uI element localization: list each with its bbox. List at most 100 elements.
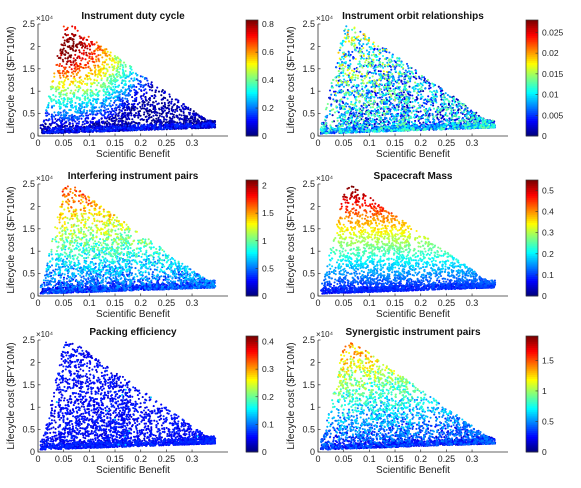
data-point: [58, 57, 60, 59]
data-point: [133, 115, 135, 117]
data-point: [102, 72, 104, 74]
data-point: [151, 89, 153, 91]
data-point: [86, 110, 88, 112]
data-point: [40, 124, 42, 126]
data-point: [62, 130, 64, 132]
data-point: [135, 122, 137, 124]
data-point: [81, 83, 83, 85]
data-point: [62, 36, 64, 38]
data-point: [123, 114, 125, 116]
data-point: [405, 70, 407, 72]
data-point: [332, 98, 334, 100]
data-point: [84, 120, 86, 122]
data-point: [172, 110, 174, 112]
data-point: [71, 114, 73, 116]
data-point: [115, 109, 117, 111]
data-point: [52, 131, 54, 133]
data-point: [151, 104, 153, 106]
data-point: [85, 112, 87, 114]
data-point: [83, 50, 85, 52]
data-point: [114, 92, 116, 94]
data-point: [87, 78, 89, 80]
data-point: [74, 102, 76, 104]
y-tick-label: 2: [30, 41, 35, 51]
data-point: [147, 85, 149, 87]
data-point: [115, 104, 117, 106]
data-point: [168, 127, 170, 129]
data-point: [170, 103, 172, 105]
data-point: [76, 96, 78, 98]
data-point: [388, 51, 390, 53]
data-point: [374, 93, 376, 95]
data-point: [118, 115, 120, 117]
data-point: [87, 62, 89, 64]
data-point: [159, 125, 161, 127]
data-point: [96, 114, 98, 116]
data-point: [98, 122, 100, 124]
data-point: [91, 73, 93, 75]
data-point: [50, 88, 52, 90]
data-point: [59, 101, 61, 103]
data-point: [67, 87, 69, 89]
data-point: [330, 132, 332, 134]
data-point: [102, 120, 104, 122]
panel-title: Instrument orbit relationships: [342, 11, 484, 22]
data-point: [118, 127, 120, 129]
data-point: [132, 129, 134, 131]
data-point: [64, 50, 66, 52]
data-point: [80, 44, 82, 46]
data-point: [92, 93, 94, 95]
data-point: [71, 106, 73, 108]
data-point: [190, 119, 192, 121]
data-point: [123, 62, 125, 64]
data-point: [100, 127, 102, 129]
data-point: [173, 104, 175, 106]
data-point: [335, 131, 337, 133]
data-point: [176, 125, 178, 127]
data-point: [107, 90, 109, 92]
data-point: [89, 56, 91, 58]
data-point: [125, 120, 127, 122]
data-point: [110, 100, 112, 102]
data-point: [95, 89, 97, 91]
data-point: [103, 127, 105, 129]
data-point: [136, 74, 138, 76]
data-point: [74, 54, 76, 56]
data-point: [98, 46, 100, 48]
data-point: [475, 112, 477, 114]
data-point: [100, 75, 102, 77]
data-point: [101, 56, 103, 58]
data-point: [52, 99, 54, 101]
data-point: [82, 67, 84, 69]
data-point: [90, 106, 92, 108]
data-point: [194, 115, 196, 117]
data-point: [60, 103, 62, 105]
data-point: [341, 61, 343, 63]
data-point: [72, 48, 74, 50]
data-point: [76, 43, 78, 45]
data-point: [55, 128, 57, 130]
data-point: [96, 79, 98, 81]
data-point: [101, 114, 103, 116]
data-point: [79, 115, 81, 117]
data-point: [104, 53, 106, 55]
data-point: [427, 95, 429, 97]
data-point: [72, 60, 74, 62]
data-point: [80, 41, 82, 43]
data-point: [120, 120, 122, 122]
data-point: [156, 103, 158, 105]
data-point: [93, 110, 95, 112]
data-point: [91, 90, 93, 92]
data-point: [167, 99, 169, 101]
data-point: [132, 72, 134, 74]
data-point: [143, 111, 145, 113]
data-point: [191, 116, 193, 118]
data-point: [140, 128, 142, 130]
data-point: [117, 57, 119, 59]
data-point: [53, 76, 55, 78]
data-point: [92, 104, 94, 106]
data-point: [106, 105, 108, 107]
data-point: [111, 114, 113, 116]
data-point: [40, 127, 42, 129]
data-point: [352, 113, 354, 115]
